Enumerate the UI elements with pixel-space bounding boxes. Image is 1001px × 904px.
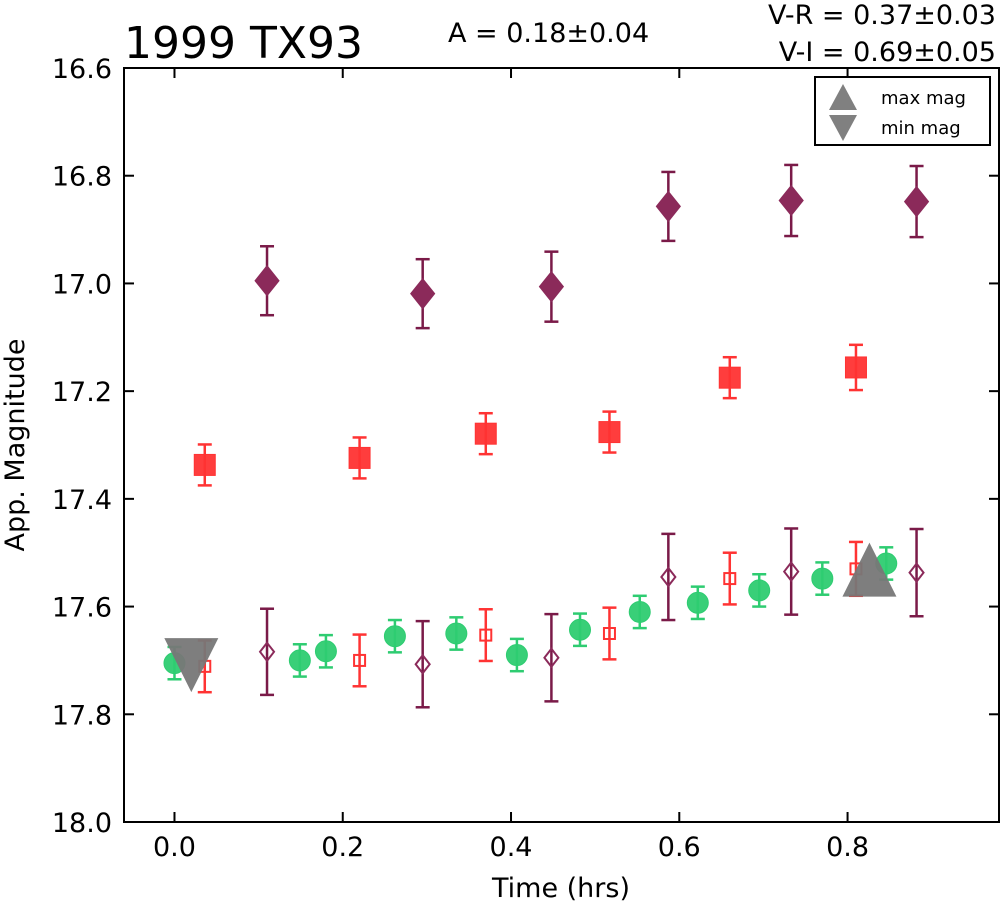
legend: max mag min mag xyxy=(814,76,991,146)
x-tick-label: 0.6 xyxy=(658,832,701,863)
data-point-diamond xyxy=(782,560,800,583)
data-point-square xyxy=(474,422,497,445)
chart-title: 1999 TX93 xyxy=(124,18,363,69)
amplitude-annotation: A = 0.18±0.04 xyxy=(448,18,649,49)
data-point-circle xyxy=(569,618,592,641)
x-tick-label: 0.2 xyxy=(321,832,364,863)
y-tick-label: 17.4 xyxy=(52,485,112,516)
data-point-square xyxy=(479,628,493,642)
legend-max-mag-label: max mag xyxy=(881,88,966,109)
data-point-diamond xyxy=(258,641,276,663)
legend-max-mag-marker xyxy=(829,84,857,110)
data-point-diamond xyxy=(254,264,280,297)
data-layer xyxy=(163,163,930,709)
data-point-circle xyxy=(288,649,311,672)
v-r-annotation: V-R = 0.37±0.03 xyxy=(768,0,996,31)
data-point-diamond xyxy=(655,190,681,223)
data-point-diamond xyxy=(903,185,930,218)
x-tick-label: 0.8 xyxy=(826,832,869,863)
y-tick-label: 17.6 xyxy=(52,593,112,624)
data-point-square xyxy=(602,627,616,640)
y-tick-label: 17.0 xyxy=(52,269,112,300)
data-point-diamond xyxy=(660,566,677,588)
y-tick-label: 18.0 xyxy=(52,808,112,839)
y-tick-label: 16.6 xyxy=(52,54,112,85)
data-point-diamond xyxy=(908,562,925,584)
plot-area xyxy=(123,67,1000,823)
data-point-square xyxy=(353,653,367,667)
x-axis-label: Time (hrs) xyxy=(491,873,630,904)
data-point-circle xyxy=(748,579,771,602)
min-mag-marker xyxy=(164,638,219,693)
data-point-circle xyxy=(314,640,337,663)
data-point-square xyxy=(193,453,216,476)
data-point-circle xyxy=(811,567,834,590)
y-tick-label: 17.8 xyxy=(52,700,112,731)
y-tick-label: 17.2 xyxy=(52,377,112,408)
data-point-square xyxy=(348,446,371,469)
data-point-square xyxy=(598,421,621,444)
data-point-circle xyxy=(686,591,709,614)
data-point-diamond xyxy=(414,653,431,675)
data-point-square xyxy=(844,356,867,379)
data-point-diamond xyxy=(778,184,804,217)
x-tick-label: 0.0 xyxy=(153,832,196,863)
tick-layer: 0.0 0.2 0.4 0.6 0.8 16.6 16.8 17.0 17.2 17.4 17.6 1… xyxy=(52,54,999,863)
data-point-square xyxy=(718,366,741,389)
legend-min-mag-label: min mag xyxy=(881,118,961,139)
y-axis-label: App. Magnitude xyxy=(0,339,31,552)
data-point-diamond xyxy=(410,277,436,310)
data-point-circle xyxy=(628,600,651,623)
data-point-circle xyxy=(383,625,406,648)
data-point-diamond xyxy=(543,647,560,669)
legend-min-mag-marker xyxy=(829,115,857,141)
data-point-circle xyxy=(445,622,468,645)
max-mag-marker xyxy=(842,542,897,597)
data-point-circle xyxy=(505,644,528,667)
x-tick-label: 0.4 xyxy=(490,832,533,863)
y-tick-label: 16.8 xyxy=(52,162,112,193)
v-i-annotation: V-I = 0.69±0.05 xyxy=(779,37,996,68)
data-point-diamond xyxy=(538,270,565,303)
data-point-square xyxy=(723,572,737,586)
